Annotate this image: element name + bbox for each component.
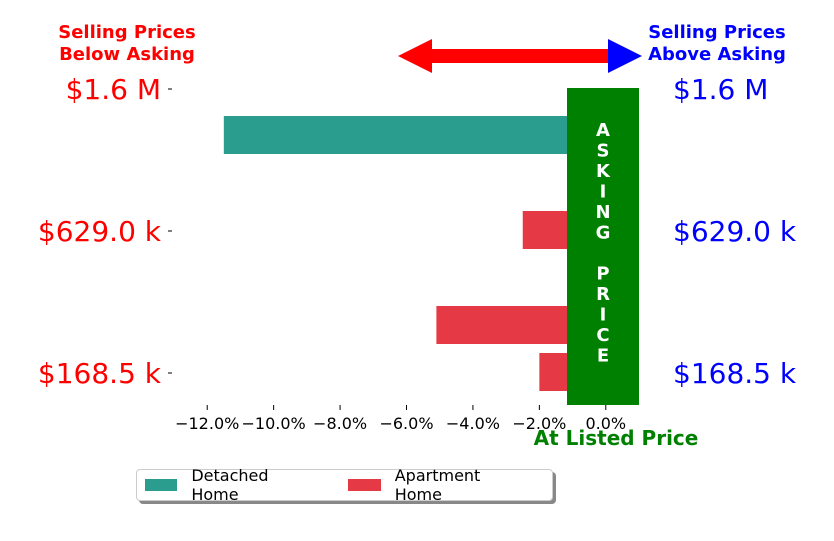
asking-letter: E <box>597 346 609 367</box>
legend-swatch-detached <box>145 479 178 491</box>
direction-arrow <box>398 39 642 73</box>
header-below-line1: Selling Prices <box>58 22 195 43</box>
x-tick-label: −2.0% <box>512 414 566 433</box>
x-tick-label: −10.0% <box>242 414 306 433</box>
legend-label-apartment: Apartment Home <box>394 466 481 504</box>
arrow-shaft <box>430 49 612 63</box>
asking-letter: G <box>596 223 611 244</box>
price-label-below: $168.5 k <box>38 357 162 390</box>
asking-letter: I <box>600 305 607 326</box>
x-tick-label: −6.0% <box>379 414 433 433</box>
legend-label-detached: Detached Home <box>191 466 269 504</box>
legend-swatch-apartment <box>348 479 381 491</box>
asking-letter: A <box>596 120 610 141</box>
header-above-line1: Selling Prices <box>648 22 785 43</box>
asking-letter: P <box>596 264 609 285</box>
x-tick-label: −8.0% <box>313 414 367 433</box>
price-label-above: $1.6 M <box>673 73 768 106</box>
asking-price-band <box>567 88 639 405</box>
bar-detached <box>223 116 606 154</box>
price-label-above: $168.5 k <box>673 357 797 390</box>
price-label-below: $1.6 M <box>66 73 161 106</box>
asking-letter: R <box>596 284 610 305</box>
asking-letter: C <box>596 325 609 346</box>
listed-price-label: At Listed Price <box>534 426 699 450</box>
price-label-below: $629.0 k <box>38 215 162 248</box>
header-above-line2: Above Asking <box>648 44 786 65</box>
asking-letter: K <box>596 161 611 182</box>
price-label-above: $629.0 k <box>673 215 797 248</box>
asking-letter: N <box>595 202 610 223</box>
legend: Detached Home Apartment Home <box>136 466 553 504</box>
arrow-right-icon <box>608 39 642 73</box>
legend-item-detached: Detached Home <box>145 466 318 504</box>
asking-letter: S <box>597 141 610 162</box>
arrow-left-icon <box>398 39 432 73</box>
x-tick-label: −12.0% <box>175 414 239 433</box>
x-tick-label: −4.0% <box>446 414 500 433</box>
asking-letter: I <box>600 182 607 203</box>
header-below-line2: Below Asking <box>59 44 195 65</box>
legend-item-apartment: Apartment Home <box>348 466 530 504</box>
x-tick-label: 0.0% <box>585 414 626 433</box>
